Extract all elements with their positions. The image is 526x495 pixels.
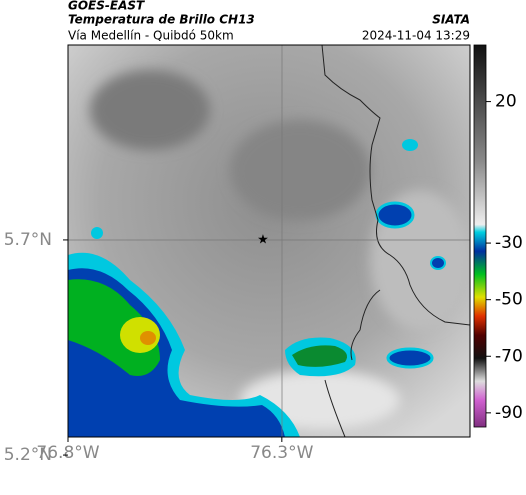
subtitle: Temperatura de Brillo CH13	[68, 13, 255, 27]
map-frame	[67, 44, 471, 438]
source: SIATA	[432, 13, 470, 27]
colorbar	[473, 44, 487, 428]
colorbar-tick-label: -90	[495, 403, 523, 423]
y-tick-label: 5.2°N	[4, 445, 52, 465]
x-tick-label: 76.3°W	[250, 443, 313, 463]
title: GOES-EAST	[68, 0, 145, 13]
route: Vía Medellín - Quibdó 50km	[68, 29, 234, 43]
colorbar-tick-label: -30	[495, 233, 523, 253]
satellite-image: ★	[68, 45, 470, 437]
y-tick-label: 5.7°N	[4, 230, 52, 250]
x-tick-label: 76.8°W	[36, 443, 99, 463]
colorbar-tick-label: -70	[495, 346, 523, 366]
colorbar-tick-label: 20	[495, 92, 517, 112]
timestamp: 2024-11-04 13:29	[362, 29, 470, 43]
colorbar-tick-label: -50	[495, 290, 523, 310]
svg-text:★: ★	[257, 233, 269, 248]
